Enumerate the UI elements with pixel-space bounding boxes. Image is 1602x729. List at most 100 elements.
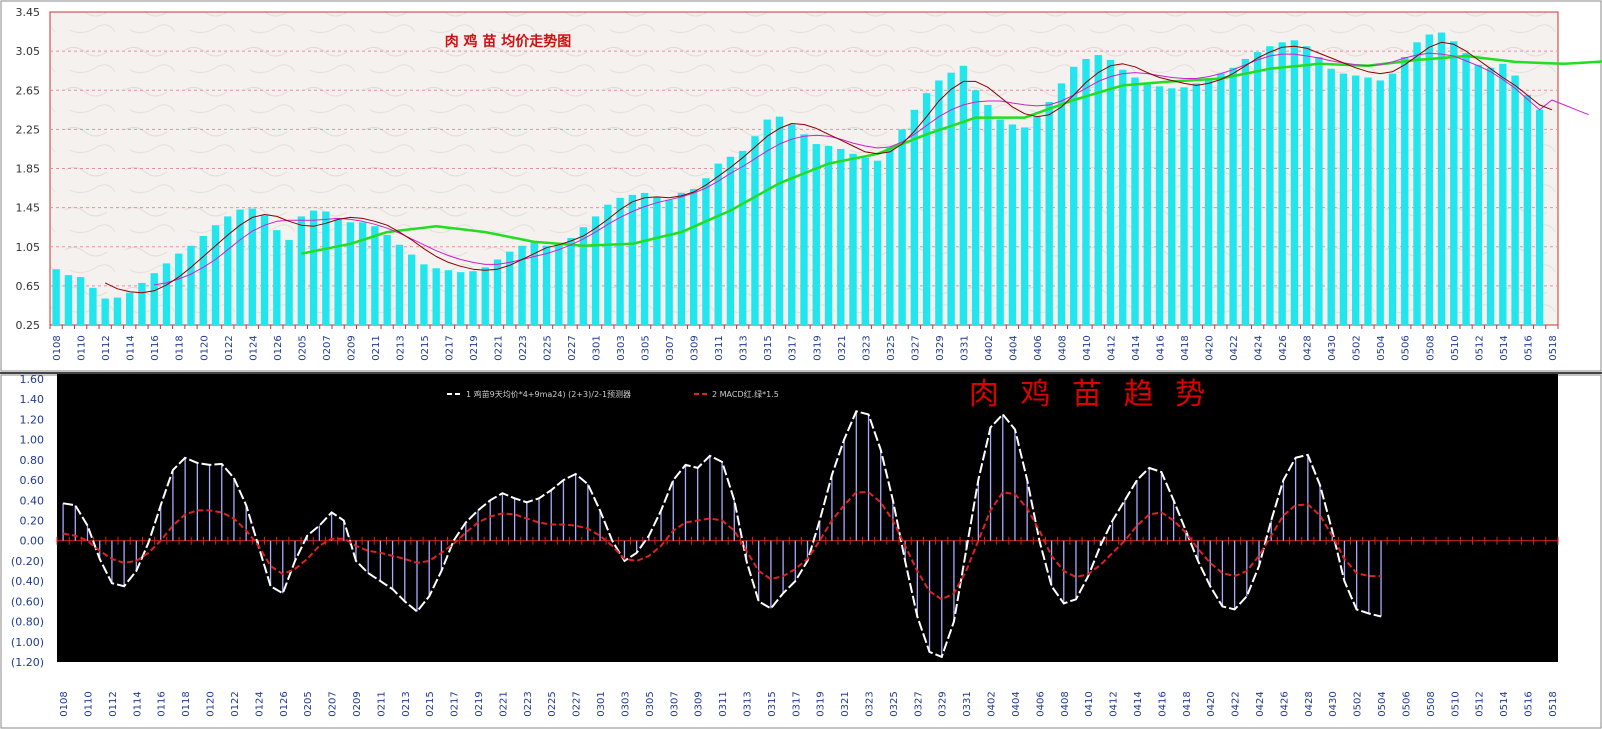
x-tick-label: 0126 [279,691,290,716]
y-tick-label: 1.20 [20,413,45,426]
x-tick-label: 0227 [572,691,583,716]
y-tick-label: 2.65 [16,84,41,97]
price-bar [677,192,686,325]
y-tick-label: (1.20) [11,656,44,669]
x-tick-label: 0331 [959,335,970,360]
y-tick-label: 0.80 [20,454,45,467]
price-bar [1045,101,1053,325]
x-tick-label: 0217 [444,335,455,360]
x-tick-label: 0108 [52,335,63,360]
price-bar [542,245,551,325]
price-chart-title: 肉 鸡 苗 均价走势图 [445,33,572,50]
price-bar [1204,79,1213,325]
price-bar [199,235,207,325]
price-bar [984,104,992,325]
x-tick-label: 0211 [376,691,387,716]
price-bar [407,254,416,325]
x-tick-label: 0518 [1548,691,1559,716]
x-tick-label: 0325 [886,335,897,360]
x-tick-label: 0211 [371,335,382,360]
price-bar [1425,34,1433,325]
x-tick-label: 0325 [889,691,900,716]
x-tick-label: 0122 [224,335,235,360]
price-bar [996,119,1004,325]
price-bar [886,147,894,325]
y-tick-label: 1.00 [20,434,45,447]
y-tick-label: 0.25 [16,319,41,332]
price-x-axis: 0108 0110 0112 0114 0116 0118 0120 0122 0124 0126… [49,325,1559,361]
x-tick-label: 0315 [763,335,774,360]
price-bar [947,72,955,325]
x-tick-label: 0323 [861,335,872,360]
x-tick-label: 0510 [1450,335,1461,360]
y-tick-label: (0.40) [11,575,44,588]
x-tick-label: 0315 [767,691,778,716]
y-tick-label: 2.25 [16,123,41,136]
x-tick-label: 0418 [1182,691,1193,716]
price-bar [1192,83,1201,325]
x-tick-label: 0331 [962,691,973,716]
x-tick-label: 0317 [791,691,802,716]
trend-y-axis: 1.60 1.40 1.20 1.00 0.80 0.60 0.40 0.20 0.00 (0.2… [11,374,44,669]
price-bar [530,241,538,325]
x-tick-label: 0502 [1352,335,1363,360]
price-bar [1364,77,1372,325]
price-bar [1327,68,1335,325]
x-tick-label: 0512 [1474,335,1485,360]
x-tick-label: 0422 [1229,335,1240,360]
x-tick-label: 0209 [346,335,357,360]
y-tick-label: (0.60) [11,595,44,608]
x-tick-label: 0504 [1377,691,1388,716]
x-tick-label: 0225 [547,691,558,716]
x-tick-label: 0215 [420,335,431,360]
x-tick-label: 0114 [126,335,137,360]
price-bar [248,208,256,325]
price-bar [849,153,857,325]
price-bar [518,245,526,325]
price-bar [739,150,747,325]
x-tick-label: 0112 [101,335,112,360]
price-bar [187,245,195,325]
x-tick-label: 0110 [77,335,88,360]
price-bar [273,230,281,325]
x-tick-label: 0114 [132,691,143,716]
y-tick-label: (0.80) [11,616,44,629]
trend-series-2 [62,491,1382,601]
x-tick-label: 0112 [108,691,119,716]
x-tick-label: 0506 [1401,691,1412,716]
price-bar [1143,84,1151,325]
price-bar [1155,86,1164,326]
x-tick-label: 0303 [616,335,627,360]
price-bar [113,297,122,325]
x-tick-label: 0426 [1278,335,1289,360]
x-tick-label: 0303 [620,691,631,716]
x-tick-label: 0108 [59,691,70,716]
x-tick-label: 0323 [865,691,876,716]
y-tick-label: 3.45 [16,6,41,19]
price-bar [665,199,673,325]
x-tick-label: 0418 [1180,335,1191,360]
x-tick-label: 0219 [469,335,480,360]
price-bar [922,93,931,325]
price-bar [457,272,465,325]
price-bar [1266,46,1274,325]
moving-average-mid [154,52,1589,286]
x-tick-label: 0126 [273,335,284,360]
price-bar [64,275,73,325]
x-tick-label: 0514 [1499,335,1510,360]
price-bar [1339,73,1348,325]
price-bar [1253,52,1262,326]
price-bar [101,298,109,325]
x-tick-label: 0422 [1231,691,1242,716]
price-bar [1180,87,1188,325]
x-tick-label: 0512 [1475,691,1486,716]
x-tick-label: 0424 [1254,335,1265,360]
x-tick-label: 0514 [1499,691,1510,716]
price-bar [444,270,453,325]
price-bar [162,263,171,325]
price-bar [837,148,845,325]
x-tick-label: 0221 [498,691,509,716]
price-bar [775,116,784,325]
price-bar [861,157,869,325]
